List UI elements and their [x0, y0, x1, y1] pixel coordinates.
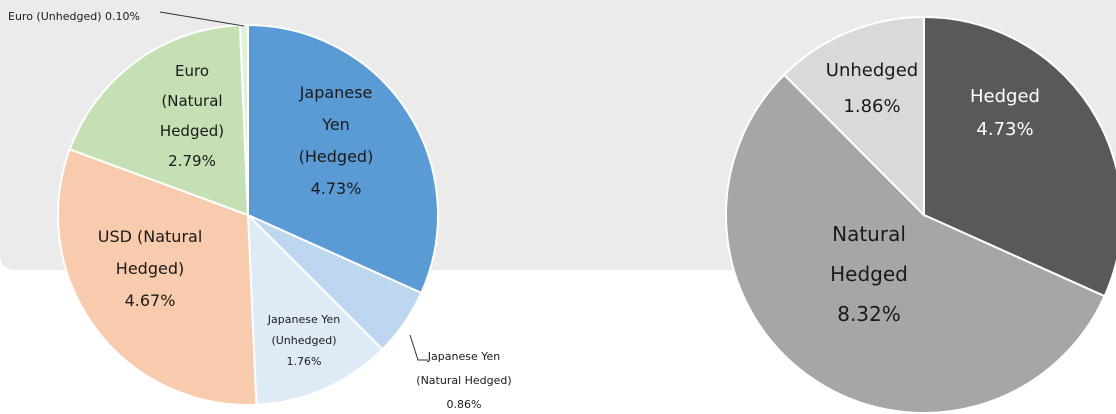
pie-chart-by-currency: Japanese Yen (Hedged) 4.73% Japanese Yen (Nat…	[8, 10, 512, 411]
pie-chart-by-hedge-type: Hedged 4.73% Natural Hedged 8.32% Unhedged 1.8…	[725, 15, 1116, 414]
label-line: 1.76%	[287, 355, 322, 368]
slice-label-euro-unhedged-0-10: Euro (Unhedged) 0.10%	[8, 10, 140, 23]
label-line: Euro (Unhedged) 0.10%	[8, 10, 140, 23]
slice-hedged	[923, 15, 1116, 298]
label-line: (Natural	[161, 92, 222, 110]
label-line: Hedged	[970, 86, 1040, 107]
slice-japanese-yen-hedged	[247, 23, 440, 295]
label-line: 2.79%	[168, 152, 216, 170]
slice-natural-hedged	[725, 73, 1106, 414]
label-line: Hedged	[830, 262, 908, 286]
label-line: USD (Natural	[98, 227, 203, 246]
slice-usd-natural-hedged	[57, 148, 258, 406]
label-line: (Hedged)	[299, 147, 374, 166]
label-line: 1.86%	[843, 96, 900, 117]
leader-line	[409, 334, 428, 361]
slice-label-japanese-yen-hedged: Japanese Yen (Hedged) 4.73%	[299, 83, 374, 198]
slice-label-usd-natural-hedged: USD (Natural Hedged) 4.67%	[98, 227, 203, 310]
slice-japanese-yen-unhedged	[246, 212, 384, 406]
label-line: 4.67%	[125, 291, 176, 310]
label-line: Yen	[321, 115, 350, 134]
label-line: Japanese Yen	[267, 313, 340, 326]
label-line: (Unhedged)	[271, 334, 336, 347]
label-line: Japanese	[299, 83, 373, 102]
label-line: 8.32%	[837, 302, 901, 326]
label-line: Hedged)	[160, 122, 224, 140]
label-line: 4.73%	[311, 179, 362, 198]
label-line: 0.86%	[447, 398, 482, 411]
label-line: Unhedged	[826, 60, 918, 81]
slice-label-hedged: Hedged 4.73%	[970, 86, 1040, 140]
leader-line	[159, 11, 245, 27]
label-line: Natural	[832, 222, 906, 246]
slice-euro-natural-hedged	[68, 24, 250, 217]
slice-label-natural-hedged: Natural Hedged 8.32%	[830, 222, 908, 326]
label-line: Japanese Yen	[427, 350, 500, 363]
slice-label-unhedged: Unhedged 1.86%	[826, 60, 918, 117]
label-line: 4.73%	[976, 119, 1033, 140]
slice-unhedged	[782, 15, 925, 218]
slice-label-japanese-yen-natural-hedged: Japanese Yen (Natural Hedged) 0.86%	[416, 350, 511, 411]
label-line: Euro	[175, 62, 209, 80]
slice-label-japanese-yen-unhedged: Japanese Yen (Unhedged) 1.76%	[267, 313, 340, 368]
label-line: Hedged)	[116, 259, 184, 278]
slice-label-euro-natural-hedged: Euro (Natural Hedged) 2.79%	[160, 62, 224, 170]
label-line: (Natural Hedged)	[416, 374, 511, 387]
